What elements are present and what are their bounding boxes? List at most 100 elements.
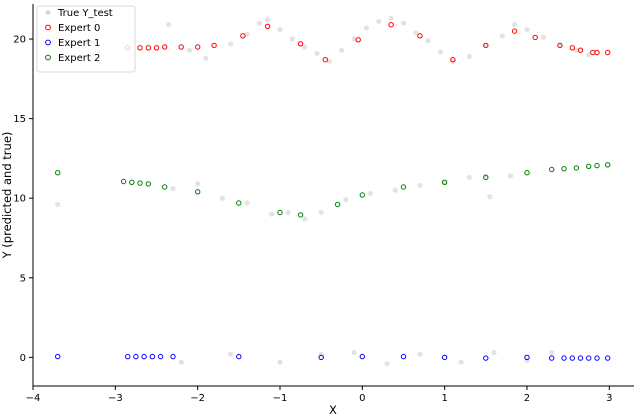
data-point [318, 354, 324, 361]
data-point [441, 354, 448, 361]
data-point [149, 353, 156, 360]
data-point [524, 170, 530, 176]
y-axis: 0 5 10 15 20 [13, 4, 34, 386]
data-point [557, 42, 563, 49]
data-point [339, 47, 345, 53]
data-point [586, 355, 592, 361]
legend-label: Expert 1 [58, 38, 100, 49]
y-tick-label: 10 [13, 194, 26, 205]
data-point [413, 30, 419, 36]
data-point [302, 44, 308, 50]
data-point [540, 34, 547, 41]
data-point [594, 162, 600, 169]
data-point [586, 52, 592, 58]
legend-frame [36, 5, 136, 73]
y-tick-label: 0 [20, 353, 26, 364]
data-point [577, 47, 584, 53]
data-point [343, 197, 349, 203]
data-point [153, 45, 160, 51]
series-3 [55, 162, 611, 218]
data-point [507, 173, 514, 179]
data-point [195, 189, 201, 195]
data-point [400, 353, 407, 360]
legend-label: Expert 2 [58, 53, 100, 64]
data-point [573, 165, 580, 171]
data-point [322, 57, 328, 63]
data-point [228, 351, 234, 357]
data-point [244, 31, 250, 37]
x-axis: −4 −3 −2 −1 0 1 2 3 [26, 385, 634, 404]
data-point [594, 49, 600, 56]
data-point [532, 34, 538, 41]
data-point [450, 58, 456, 64]
data-point [549, 355, 555, 361]
data-point [466, 53, 472, 60]
data-point [549, 350, 555, 356]
data-point [236, 353, 242, 360]
data-point [157, 353, 164, 360]
data-point [573, 47, 580, 53]
data-point [392, 187, 398, 193]
data-point [605, 162, 611, 168]
data-point [162, 44, 168, 50]
data-point [561, 355, 567, 361]
data-point [125, 353, 131, 360]
data-point [318, 209, 324, 216]
x-tick-label: −3 [108, 393, 123, 404]
data-point [359, 353, 365, 360]
x-tick-label: −1 [273, 393, 288, 404]
data-point [577, 355, 584, 361]
data-point [384, 361, 390, 367]
data-point [277, 26, 283, 33]
data-point [137, 45, 143, 51]
data-point [483, 173, 489, 179]
data-point [549, 166, 555, 173]
data-point [297, 41, 304, 47]
plot-area [55, 15, 611, 367]
data-point [289, 36, 295, 42]
data-point [170, 186, 176, 192]
data-point [417, 351, 423, 357]
legend-marker [45, 10, 51, 15]
data-point [466, 174, 472, 181]
data-point [605, 49, 611, 56]
x-axis-label: X [329, 403, 337, 416]
data-point [499, 33, 505, 39]
data-point [178, 359, 184, 365]
data-point [483, 355, 489, 361]
data-point [219, 195, 225, 201]
legend-label: True Y_test [57, 8, 113, 19]
data-point [145, 181, 152, 187]
data-point [129, 179, 135, 186]
data-point [351, 350, 357, 356]
legend-marker [45, 24, 51, 31]
data-point [569, 355, 575, 361]
data-point [120, 178, 127, 185]
data-point [285, 209, 291, 216]
series-0 [55, 15, 592, 367]
x-tick-label: −2 [190, 393, 205, 404]
x-tick-label: 3 [606, 393, 612, 404]
data-point [450, 57, 456, 63]
data-point [511, 28, 518, 34]
data-point [178, 44, 184, 50]
data-point [594, 355, 600, 361]
data-point [524, 26, 530, 33]
data-point [264, 23, 271, 29]
data-point [351, 36, 357, 42]
data-point [417, 33, 423, 39]
data-point [359, 192, 365, 198]
data-point [236, 200, 242, 206]
legend: True Y_test Expert 0 Expert 1 Expert 2 [36, 5, 136, 73]
data-point [256, 20, 262, 26]
data-point [314, 50, 320, 56]
legend-label: Expert 0 [58, 23, 100, 34]
legend-marker [45, 54, 51, 61]
data-point [425, 38, 431, 44]
data-point [162, 184, 168, 190]
data-point [55, 201, 61, 208]
data-point [388, 22, 394, 28]
data-point [265, 17, 271, 23]
data-point [458, 359, 464, 365]
